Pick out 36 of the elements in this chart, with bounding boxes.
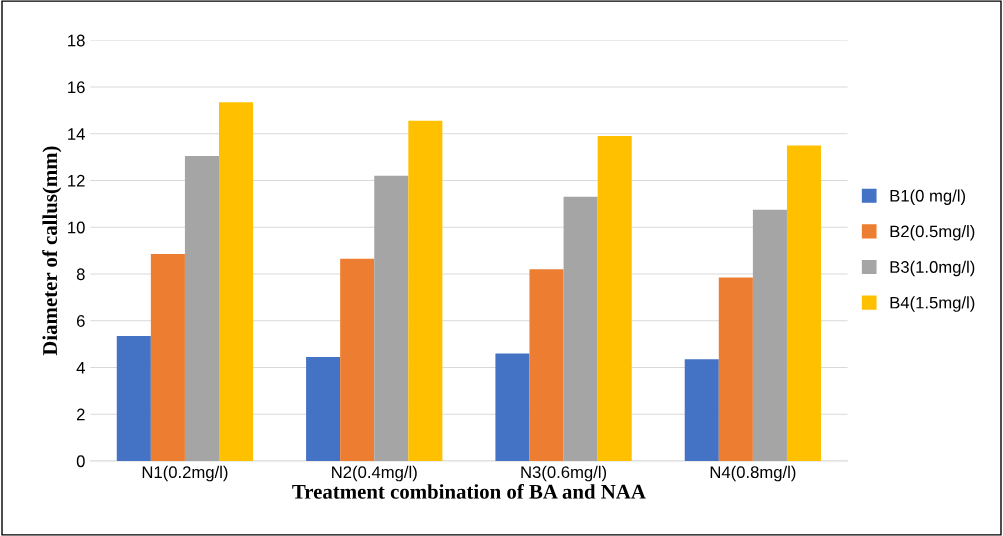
y-tick-label: 10	[68, 221, 85, 234]
y-tick-label: 8	[76, 268, 85, 281]
y-tick-label: 6	[76, 315, 85, 327]
x-tick-label: N3(0.6mg/l)	[521, 465, 607, 482]
legend-label: B3(1.0mg/l)	[890, 260, 975, 277]
bar	[219, 102, 254, 461]
bar	[786, 145, 822, 461]
x-tick-label: N2(0.4mg/l)	[332, 465, 417, 482]
legend-label: B4(1.5mg/l)	[890, 296, 975, 312]
y-tick-label: 12	[68, 174, 85, 187]
legend-label: B2(0.5mg/l)	[890, 225, 975, 241]
bar	[340, 258, 375, 461]
bar	[374, 175, 409, 461]
y-tick-label: 16	[68, 81, 85, 94]
bar	[563, 196, 598, 461]
bar	[408, 120, 443, 461]
x-tick-label: N4(0.8mg/l)	[710, 465, 796, 482]
bar	[116, 335, 151, 461]
bar	[752, 209, 787, 461]
bar	[529, 269, 564, 461]
bar	[150, 254, 185, 461]
y-tick-label: 0	[76, 455, 85, 468]
bar	[184, 155, 220, 461]
y-axis-title: Diameter of callus(mm)	[42, 146, 62, 356]
bar	[597, 136, 632, 461]
bar	[684, 359, 719, 461]
bar	[306, 356, 341, 461]
x-tick-label: N1(0.2mg/l)	[142, 465, 228, 482]
y-tick-label: 2	[76, 408, 85, 421]
bar	[718, 277, 753, 461]
y-tick-label: 4	[76, 362, 85, 374]
bar	[495, 353, 530, 461]
y-tick-label: 18	[68, 34, 85, 47]
legend-label: B1(0 mg/l)	[890, 189, 966, 205]
y-tick-label: 14	[68, 128, 85, 140]
x-axis-title: Treatment combination of BA and NAA	[292, 483, 646, 499]
